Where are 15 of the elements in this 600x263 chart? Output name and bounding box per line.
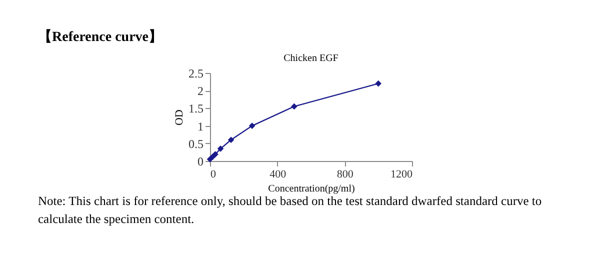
y-axis-title: OD bbox=[174, 110, 186, 126]
text: Note: This chart is for reference only, should be based on the test standard dwarfed standard curve to calculate the specimen content. bbox=[38, 194, 543, 228]
y-tick-label: 2 bbox=[198, 84, 204, 98]
x-tick-label: 1200 bbox=[390, 168, 413, 180]
x-tick-label: 0 bbox=[210, 168, 216, 180]
x-tick-label: 400 bbox=[270, 168, 287, 180]
chart-title: Chicken EGF bbox=[284, 53, 339, 64]
y-tick-label: 1 bbox=[198, 119, 204, 134]
y-tick-label: 0.5 bbox=[188, 136, 204, 151]
x-tick-label: 800 bbox=[336, 168, 354, 180]
x-axis-title: Concentration(pg/ml) bbox=[268, 184, 355, 194]
y-tick-label: 0 bbox=[198, 154, 204, 168]
y-tick-label: 2.5 bbox=[188, 66, 204, 80]
y-tick-label: 1.5 bbox=[188, 102, 204, 116]
text: 【Reference curve】 bbox=[38, 28, 163, 46]
